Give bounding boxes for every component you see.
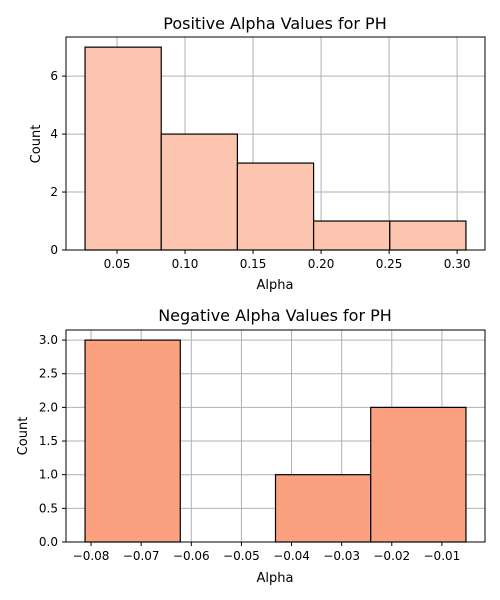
- y-tick-label: 0: [50, 243, 58, 257]
- x-axis-label: Alpha: [257, 278, 294, 293]
- y-tick-label: 0.0: [39, 535, 58, 549]
- y-tick-label: 3.0: [39, 333, 58, 347]
- y-tick-label: 2.0: [39, 400, 58, 414]
- bars: [84, 46, 467, 251]
- y-tick-label: 1.0: [39, 468, 58, 482]
- y-ticks: 0.0 0.5 1.0 1.5 2.0 2.5 3.0: [39, 333, 66, 549]
- chart-title: Positive Alpha Values for PH: [163, 14, 386, 33]
- bar: [236, 162, 315, 251]
- y-tick-label: 2: [50, 185, 58, 199]
- x-ticks: −0.08 −0.07 −0.06 −0.05 −0.04 −0.03 −0.02 −0.01: [73, 542, 461, 563]
- x-tick-label: −0.01: [424, 549, 461, 563]
- x-tick-label: −0.06: [173, 549, 210, 563]
- bar: [312, 220, 391, 251]
- x-axis-label: Alpha: [257, 571, 294, 586]
- y-ticks: 0 2 4 6: [50, 69, 66, 257]
- y-tick-label: 1.5: [39, 434, 58, 448]
- bar: [84, 339, 181, 543]
- negative-alpha-histogram: Negative Alpha Values for PH −0.08 −0.07−…: [16, 306, 486, 586]
- bar: [84, 46, 162, 251]
- y-axis-label: Count: [16, 417, 31, 456]
- chart-title: Negative Alpha Values for PH: [158, 306, 392, 325]
- x-tick-label: 0.15: [240, 257, 267, 271]
- plot-frame: [65, 329, 486, 543]
- x-tick-label: −0.02: [373, 549, 410, 563]
- x-tick-label: −0.08: [73, 549, 110, 563]
- y-tick-label: 6: [50, 69, 58, 83]
- y-tick-label: 2.5: [39, 367, 58, 381]
- bar: [274, 474, 372, 543]
- x-tick-label: 0.25: [376, 257, 403, 271]
- x-tick-label: 0.30: [444, 257, 471, 271]
- bar: [370, 406, 467, 543]
- x-tick-label: −0.03: [323, 549, 360, 563]
- x-ticks: 0.05 0.10 0.15 0.20 0.25 0.30: [104, 250, 471, 271]
- x-tick-label: 0.05: [104, 257, 131, 271]
- x-tick-label: −0.07: [123, 549, 160, 563]
- x-tick-label: −0.04: [273, 549, 310, 563]
- plot-frame: [65, 36, 486, 251]
- bar: [160, 133, 239, 251]
- bars: [84, 339, 467, 543]
- y-tick-label: 0.5: [39, 501, 58, 515]
- bar: [389, 220, 467, 251]
- y-tick-label: 4: [50, 127, 58, 141]
- positive-alpha-histogram: Positive Alpha Values for PH 0.05 0.10 0.1…: [29, 14, 486, 293]
- y-axis-label: Count: [29, 125, 44, 164]
- x-tick-label: 0.10: [172, 257, 199, 271]
- x-tick-label: −0.05: [223, 549, 260, 563]
- x-tick-label: 0.20: [308, 257, 335, 271]
